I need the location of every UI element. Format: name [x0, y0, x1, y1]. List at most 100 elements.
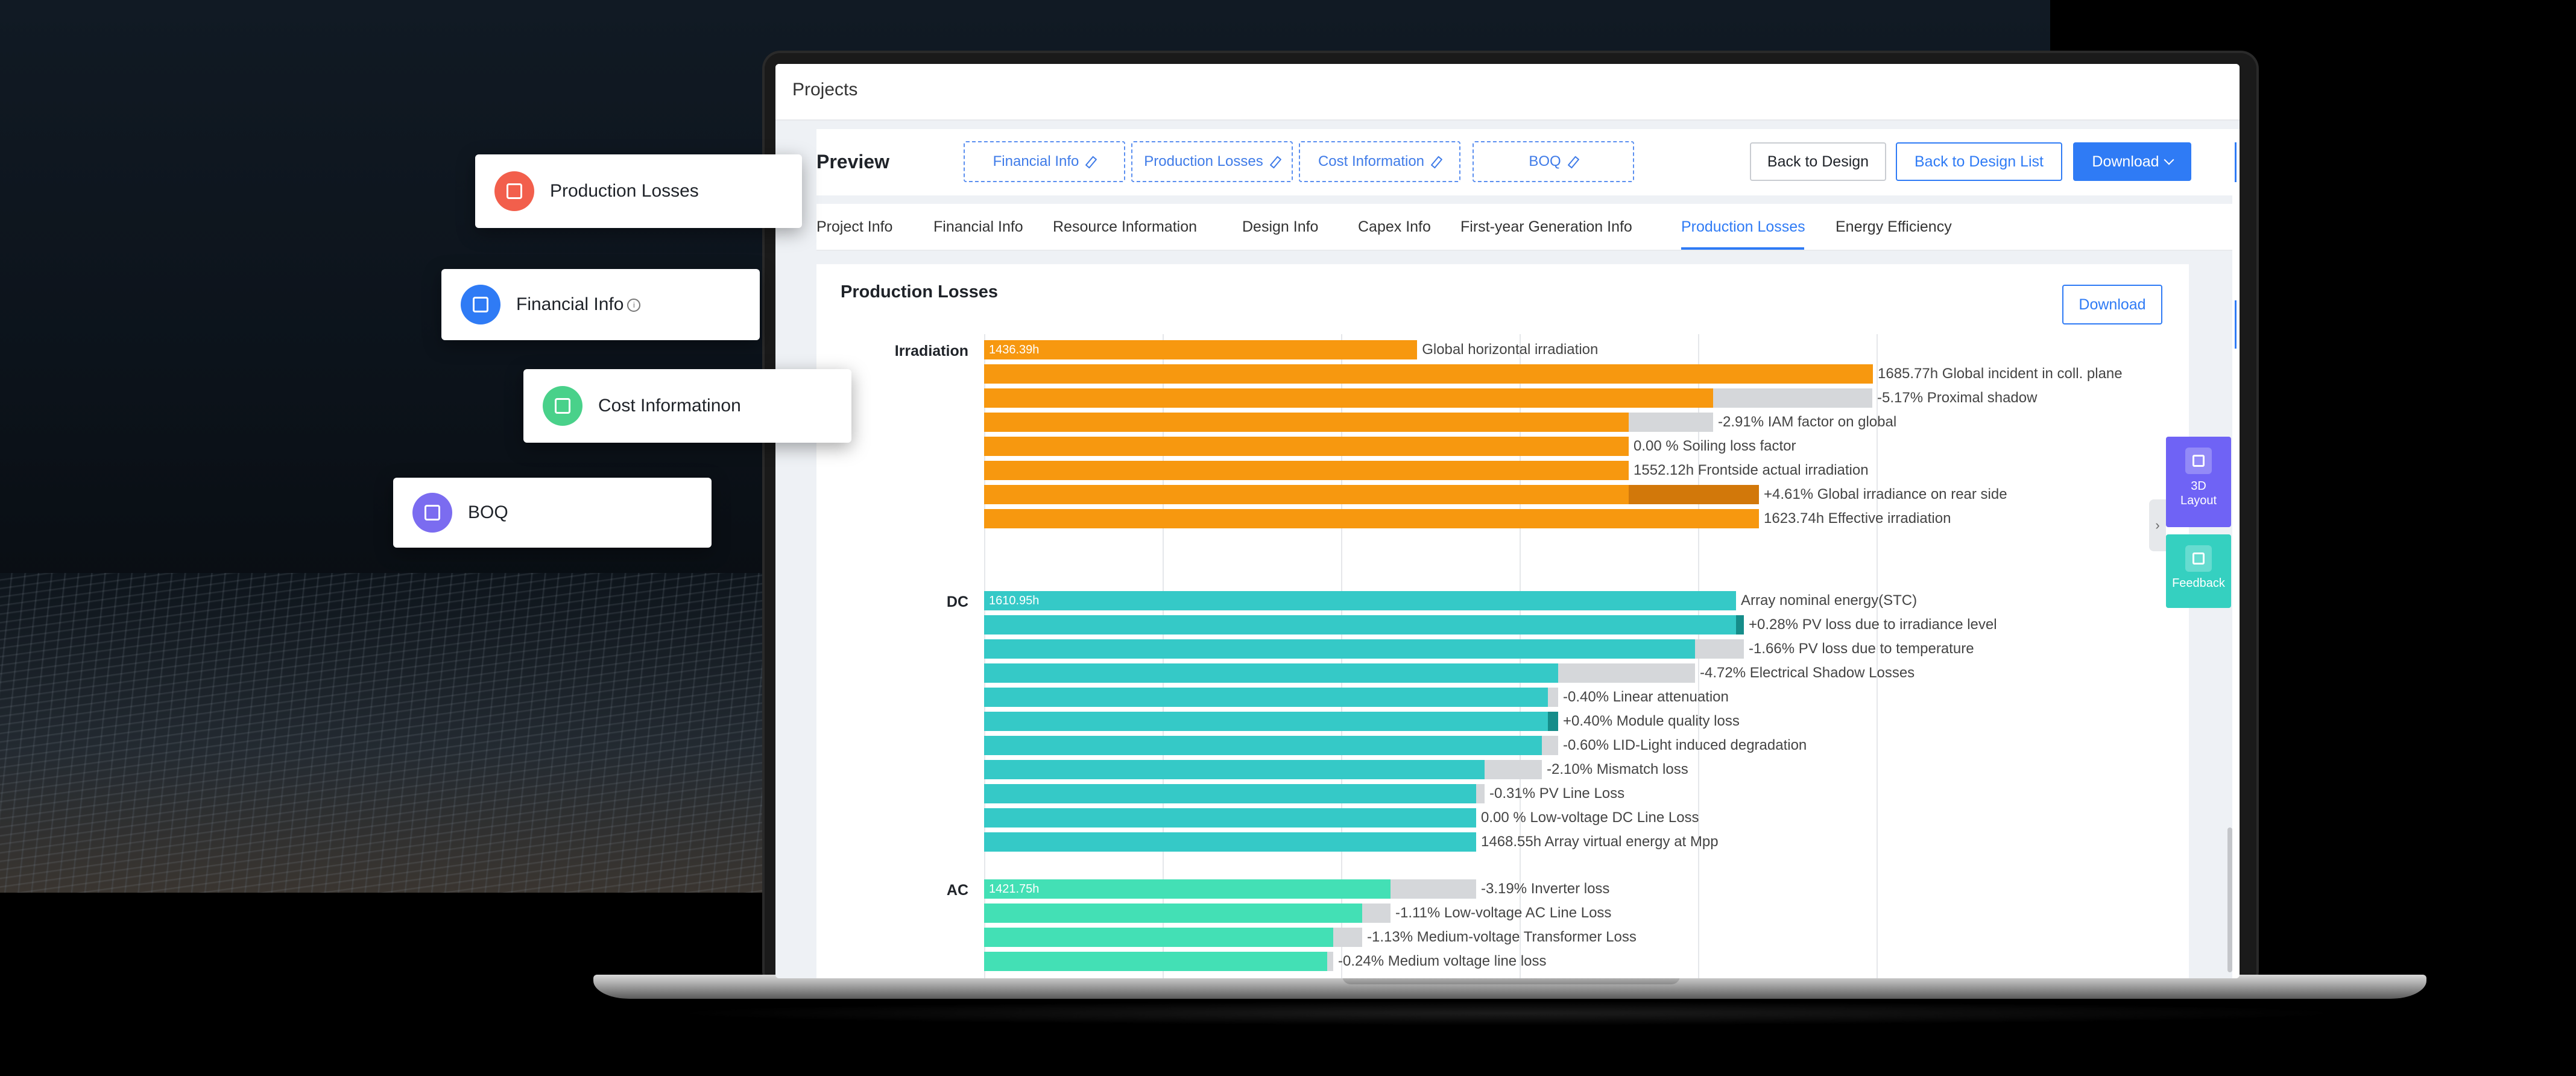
chart-bar [984, 808, 1476, 828]
preview-title: Preview [816, 151, 889, 172]
chart-bar-label: +0.40% Module quality loss [1563, 713, 1740, 729]
cube-icon [2185, 448, 2212, 474]
chart-bar [984, 461, 1629, 480]
chart-bar-label: Global horizontal irradiation [1422, 341, 1599, 358]
clipboard-icon [412, 493, 452, 533]
chart-bar [984, 832, 1476, 852]
chart-loss-bar [1548, 688, 1558, 707]
download-dropdown-button[interactable]: Download [2073, 142, 2191, 181]
preview-toolbar: Preview Financial Info Production Losses… [816, 129, 2240, 195]
chart-bar-label: -1.66% PV loss due to temperature [1749, 641, 1974, 657]
chart-bar-label: 1468.55h Array virtual energy at Mpp [1481, 834, 1719, 850]
tab-energy-efficiency[interactable]: Energy Efficiency [1836, 218, 1952, 235]
right-edge-indicator [2235, 142, 2237, 182]
edit-icon [1269, 156, 1280, 167]
back-to-design-button[interactable]: Back to Design [1750, 142, 1886, 181]
tag-production-losses-button[interactable]: Production Losses [1131, 141, 1293, 182]
tag-label: Cost Information [1318, 153, 1425, 169]
tag-financial-info-button[interactable]: Financial Info [964, 141, 1125, 182]
chart-bar-label: 1552.12h Frontside actual irradiation [1634, 462, 1869, 478]
back-to-design-list-button[interactable]: Back to Design List [1896, 142, 2062, 181]
chart-bar-label: 0.00 % Soiling loss factor [1634, 438, 1796, 454]
chart-bar [984, 388, 1713, 408]
edit-icon [1567, 156, 1578, 167]
3d-layout-button[interactable]: 3D Layout [2166, 437, 2231, 527]
chart-bar-value: 1421.75h [989, 882, 1040, 896]
building-icon [461, 285, 500, 324]
tab-production-losses[interactable]: Production Losses [1681, 218, 1805, 235]
chart-gain-bar [1736, 615, 1744, 635]
chart-bar [984, 437, 1629, 456]
chart-gridline [1877, 334, 1878, 978]
right-edge-indicator [2235, 300, 2237, 349]
chart-bar-label: -0.31% PV Line Loss [1489, 785, 1625, 802]
chart-bar-label: -2.10% Mismatch loss [1547, 761, 1688, 777]
chart-loss-bar [1695, 639, 1744, 659]
chart-bar-value: 1436.39h [989, 343, 1040, 356]
chart-bar-label: Array nominal energy(STC) [1741, 592, 1918, 609]
chart-gain-bar [1629, 485, 1759, 504]
chart-bar-label: 1685.77h Global incident in coll. plane [1878, 366, 2123, 382]
active-tab-indicator [1681, 247, 1804, 250]
chart-bar-label: -4.72% Electrical Shadow Losses [1700, 665, 1915, 681]
chart-gain-bar [1548, 712, 1558, 731]
chart-bar-label: -1.11% Low-voltage AC Line Loss [1395, 905, 1612, 921]
chart-bar [984, 928, 1333, 947]
chart-group-label: Irradiation [894, 343, 968, 359]
chart-loss-bar [1713, 388, 1872, 408]
chart-bar [984, 413, 1629, 432]
feedback-icon [2185, 545, 2212, 572]
chart-bar [984, 364, 1873, 384]
section-download-button[interactable]: Download [2062, 285, 2162, 324]
tab-first-year-generation-info[interactable]: First-year Generation Info [1460, 218, 1632, 235]
chart-loss-bar [1558, 663, 1695, 683]
chart-bar-label: -0.24% Medium voltage line loss [1338, 953, 1547, 969]
tab-capex-info[interactable]: Capex Info [1358, 218, 1431, 235]
tag-label: BOQ [1529, 153, 1561, 169]
content-panel: Production Losses Download Irradiation 14… [816, 264, 2189, 978]
chart-bar [984, 340, 1418, 359]
tab-bar: Project Info Financial Info Resource Inf… [816, 204, 2240, 251]
tag-cost-information-button[interactable]: Cost Information [1299, 141, 1460, 182]
chart-bar [984, 879, 1391, 899]
solar-field-image [0, 573, 844, 893]
chevron-down-icon [2164, 154, 2174, 165]
chart-icon [494, 171, 534, 211]
chart-bar-label: -0.60% LID-Light induced degradation [1563, 737, 1807, 753]
chart-loss-bar [1333, 928, 1362, 947]
tab-resource-information[interactable]: Resource Information [1053, 218, 1198, 235]
download-label: Download [2092, 153, 2159, 170]
card-label: Financial Info i [516, 294, 641, 315]
chart-bar [984, 952, 1327, 971]
chart-bar [984, 485, 1629, 504]
card-label: Cost Informatinon [598, 396, 741, 416]
chart-bar [984, 712, 1548, 731]
chart-bar [984, 663, 1558, 683]
chart-loss-bar [1476, 784, 1485, 803]
chart-bar [984, 591, 1736, 610]
chart-bar-value: 1610.95h [989, 594, 1040, 607]
tab-financial-info[interactable]: Financial Info [933, 218, 1023, 235]
top-bar: Projects [775, 64, 2240, 121]
card-label: BOQ [468, 502, 508, 522]
tag-label: Financial Info [993, 153, 1079, 169]
collapse-toggle[interactable]: › [2149, 499, 2166, 551]
card-boq: BOQ [393, 478, 712, 548]
chart-bar-label: 1623.74h Effective irradiation [1764, 510, 1951, 527]
chart-loss-bar [1391, 879, 1476, 899]
chart-loss-bar [1629, 413, 1713, 432]
window-title: Projects [792, 80, 858, 100]
chart-bar [984, 639, 1695, 659]
vertical-scrollbar[interactable] [2227, 828, 2232, 972]
feedback-label: Feedback [2172, 577, 2225, 590]
tab-project-info[interactable]: Project Info [816, 218, 893, 235]
card-label-text: Financial Info [516, 294, 624, 314]
chart-loss-bar [1542, 736, 1558, 755]
chart-bar [984, 688, 1548, 707]
tag-boq-button[interactable]: BOQ [1473, 141, 1634, 182]
chart-bar-label: -0.40% Linear attenuation [1563, 689, 1729, 705]
chart-bar [984, 760, 1485, 779]
tab-design-info[interactable]: Design Info [1242, 218, 1319, 235]
3d-layout-label: 3D Layout [2180, 479, 2217, 507]
feedback-button[interactable]: Feedback [2166, 534, 2231, 608]
